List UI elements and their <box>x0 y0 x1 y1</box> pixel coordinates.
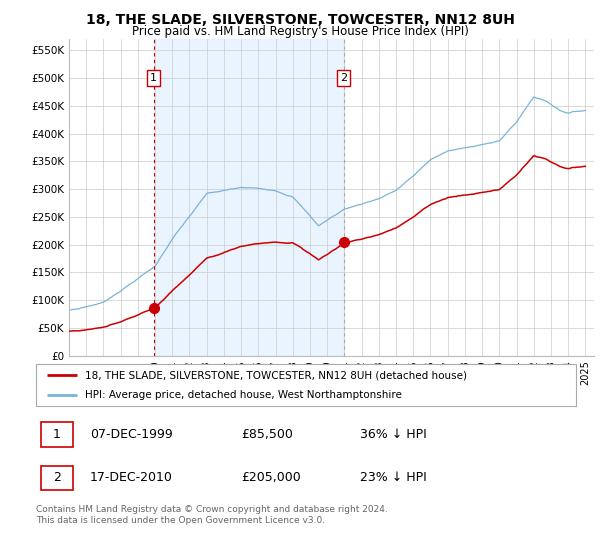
Text: 18, THE SLADE, SILVERSTONE, TOWCESTER, NN12 8UH: 18, THE SLADE, SILVERSTONE, TOWCESTER, N… <box>86 13 514 27</box>
Text: 18, THE SLADE, SILVERSTONE, TOWCESTER, NN12 8UH (detached house): 18, THE SLADE, SILVERSTONE, TOWCESTER, N… <box>85 370 467 380</box>
Text: 36% ↓ HPI: 36% ↓ HPI <box>360 428 427 441</box>
Text: 1: 1 <box>150 73 157 83</box>
Text: Contains HM Land Registry data © Crown copyright and database right 2024.
This d: Contains HM Land Registry data © Crown c… <box>36 505 388 525</box>
Text: £205,000: £205,000 <box>241 472 301 484</box>
Text: 1: 1 <box>53 428 61 441</box>
Text: Price paid vs. HM Land Registry's House Price Index (HPI): Price paid vs. HM Land Registry's House … <box>131 25 469 38</box>
FancyBboxPatch shape <box>41 465 73 490</box>
Bar <box>154 39 344 356</box>
FancyBboxPatch shape <box>41 422 73 446</box>
Text: £85,500: £85,500 <box>241 428 293 441</box>
Text: 2: 2 <box>53 472 61 484</box>
Text: HPI: Average price, detached house, West Northamptonshire: HPI: Average price, detached house, West… <box>85 390 401 400</box>
Text: 23% ↓ HPI: 23% ↓ HPI <box>360 472 427 484</box>
Text: 17-DEC-2010: 17-DEC-2010 <box>90 472 173 484</box>
Text: 2: 2 <box>340 73 347 83</box>
Text: 07-DEC-1999: 07-DEC-1999 <box>90 428 173 441</box>
